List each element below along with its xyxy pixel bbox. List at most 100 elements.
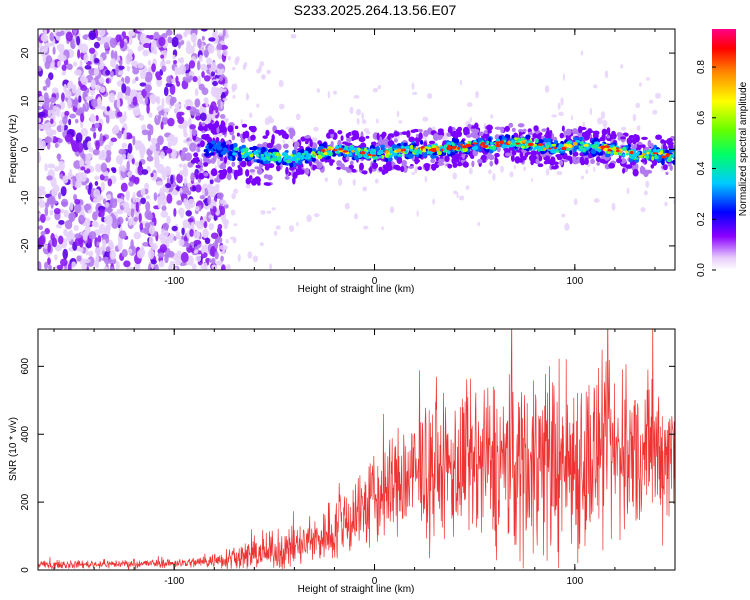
noise-blob xyxy=(84,217,91,228)
noise-blob xyxy=(544,85,550,93)
noise-blob xyxy=(127,152,132,162)
noise-blob xyxy=(120,182,128,193)
ridge-blob xyxy=(264,164,270,171)
ridge-core-blob xyxy=(305,153,311,158)
noise-blob xyxy=(361,119,367,124)
ridge-peak-blob xyxy=(572,141,578,146)
noise-blob xyxy=(121,142,128,149)
noise-blob xyxy=(182,219,190,229)
ridge-blob xyxy=(417,166,423,171)
noise-blob xyxy=(48,195,56,205)
noise-blob xyxy=(153,192,158,202)
noise-blob xyxy=(168,264,173,270)
noise-blob xyxy=(171,36,179,48)
noise-blob xyxy=(54,142,59,148)
noise-blob xyxy=(54,244,62,252)
ridge-core-blob xyxy=(605,150,608,154)
ridge-blob xyxy=(668,143,674,150)
noise-blob xyxy=(161,32,168,39)
ridge-blob xyxy=(203,172,209,177)
noise-blob xyxy=(64,219,73,230)
noise-blob xyxy=(222,97,229,102)
noise-blob xyxy=(216,49,222,58)
ridge-blob xyxy=(406,130,411,138)
noise-blob xyxy=(173,60,178,65)
noise-blob xyxy=(192,263,197,270)
ridge-blob xyxy=(387,135,391,141)
noise-blob xyxy=(635,102,641,109)
ridge-peak-blob xyxy=(658,152,662,155)
ridge-blob xyxy=(526,151,531,155)
ridge-blob xyxy=(616,132,622,137)
noise-blob xyxy=(215,185,220,194)
ridge-blob xyxy=(669,164,673,171)
noise-blob xyxy=(116,198,124,203)
noise-blob xyxy=(117,65,125,70)
noise-blob xyxy=(125,54,133,62)
ridge-blob xyxy=(257,181,261,186)
noise-blob xyxy=(266,69,272,75)
noise-blob xyxy=(426,93,433,99)
noise-blob xyxy=(166,177,170,185)
ridge-blob xyxy=(571,128,579,135)
noise-blob xyxy=(332,90,337,95)
ridge-core-blob xyxy=(447,149,451,155)
noise-blob xyxy=(245,183,251,189)
ridge-core-blob xyxy=(578,136,584,141)
noise-blob xyxy=(105,114,110,124)
noise-blob xyxy=(200,63,207,71)
noise-blob xyxy=(179,56,185,64)
noise-blob xyxy=(432,198,436,205)
noise-blob xyxy=(452,172,458,180)
ridge-core-blob xyxy=(493,145,496,150)
noise-blob xyxy=(40,213,46,223)
ridge-blob xyxy=(281,130,287,139)
noise-blob xyxy=(222,88,227,92)
ridge-core-blob xyxy=(253,150,258,155)
ridge-blob xyxy=(393,131,400,137)
noise-blob xyxy=(157,114,162,120)
noise-blob xyxy=(137,45,142,52)
noise-blob xyxy=(184,152,193,162)
y-tick-label: -10 xyxy=(20,190,31,205)
noise-blob xyxy=(597,117,603,125)
noise-blob xyxy=(146,155,154,162)
ridge-blob xyxy=(438,158,445,163)
noise-blob xyxy=(226,34,230,38)
noise-blob xyxy=(135,201,139,212)
spectrogram-xlabel: Height of straight line (km) xyxy=(298,284,415,295)
noise-blob xyxy=(72,61,78,67)
ridge-blob xyxy=(317,140,323,145)
ridge-core-blob xyxy=(267,153,271,157)
noise-blob xyxy=(75,132,83,143)
noise-blob xyxy=(156,96,161,106)
noise-blob xyxy=(120,165,126,172)
noise-blob xyxy=(636,125,641,131)
ridge-core-blob xyxy=(384,157,388,162)
noise-blob xyxy=(194,108,198,115)
noise-blob xyxy=(88,30,97,41)
noise-blob xyxy=(199,195,206,200)
ridge-blob xyxy=(625,164,633,169)
noise-blob xyxy=(100,181,106,192)
ridge-peak-blob xyxy=(327,148,332,151)
noise-blob xyxy=(361,112,364,120)
ridge-core-blob xyxy=(229,144,234,151)
ridge-blob xyxy=(256,168,263,175)
x-tick-label: 100 xyxy=(566,576,583,587)
noise-blob xyxy=(154,264,159,270)
noise-blob xyxy=(67,81,72,90)
noise-blob xyxy=(218,204,223,212)
ridge-blob xyxy=(532,132,538,139)
noise-blob xyxy=(459,79,462,86)
ridge-core-blob xyxy=(257,147,262,151)
noise-blob xyxy=(186,183,193,188)
noise-blob xyxy=(165,82,173,88)
ridge-blob xyxy=(489,160,494,167)
noise-blob xyxy=(422,116,429,122)
noise-blob xyxy=(620,64,624,69)
ridge-core-blob xyxy=(621,146,627,151)
noise-blob xyxy=(212,206,217,213)
ridge-blob xyxy=(641,136,648,140)
noise-blob xyxy=(189,124,196,130)
